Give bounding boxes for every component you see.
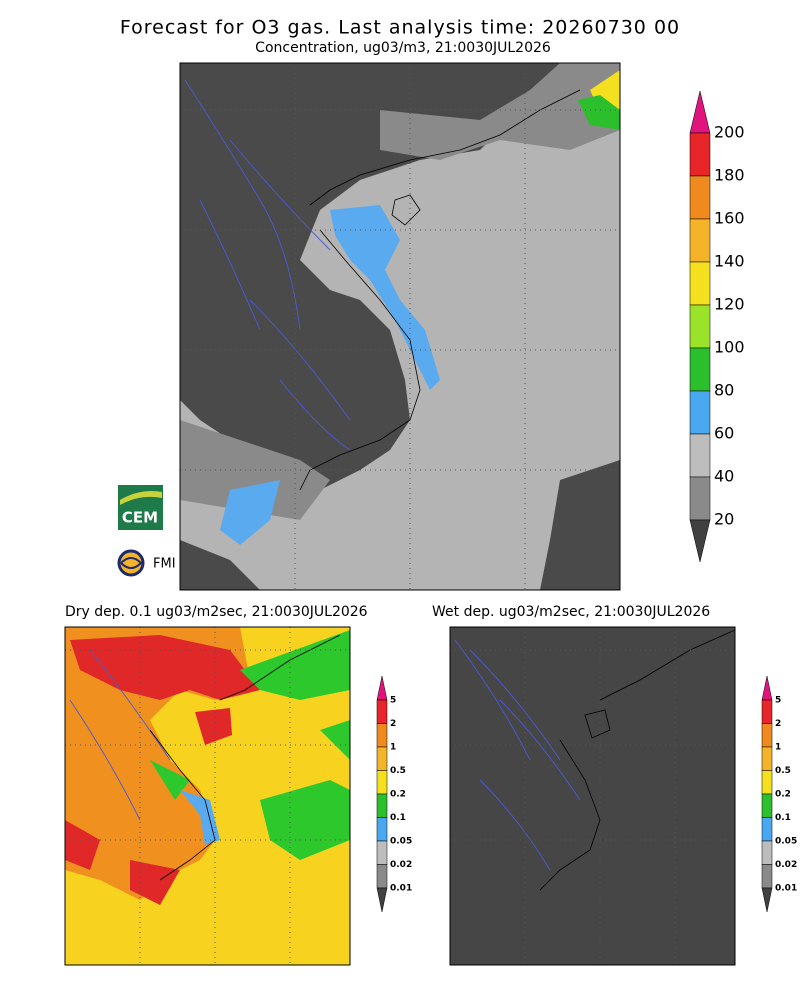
colorbar-segment — [689, 304, 711, 349]
colorbar-segment — [376, 817, 388, 842]
colorbar-label: 2 — [775, 719, 781, 729]
colorbar-label: 0.1 — [775, 813, 791, 823]
colorbar-label: 0.02 — [390, 860, 412, 870]
colorbar-segment — [761, 817, 773, 842]
colorbar-segment — [376, 840, 388, 865]
colorbar-segment — [761, 770, 773, 795]
fmi-text: FMI — [153, 557, 176, 572]
colorbar-label: 0.1 — [390, 813, 406, 823]
panel-title: Dry dep. 0.1 ug03/m2sec, 21:0030JUL2026 — [65, 604, 368, 620]
colorbar-label: 0.02 — [775, 860, 797, 870]
colorbar-label: 180 — [714, 166, 745, 185]
colorbar-label: 160 — [714, 209, 745, 228]
colorbar-label: 1 — [390, 743, 396, 753]
colorbar-label: 2 — [390, 719, 396, 729]
colorbar-segment — [689, 218, 711, 263]
colorbar-label: 20 — [714, 510, 734, 529]
colorbar-label: 80 — [714, 381, 734, 400]
colorbar-segment — [376, 770, 388, 795]
colorbar-label: 0.05 — [775, 837, 797, 847]
wet-map — [449, 626, 736, 966]
colorbar-segment — [376, 793, 388, 818]
panel-title: Wet dep. ug03/m2sec, 21:0030JUL2026 — [432, 604, 710, 620]
title: Forecast for O3 gas. Last analysis time:… — [120, 17, 680, 39]
fmi-logo: FMI — [117, 549, 176, 577]
small-colorbar: 5 2 1 0.5 0.2 0.1 0.05 0.02 0.01 — [761, 675, 797, 913]
colorbar-label: 5 — [775, 696, 781, 706]
subtitle: Concentration, ug03/m3, 21:0030JUL2026 — [255, 40, 551, 56]
colorbar-label: 5 — [390, 696, 396, 706]
colorbar-segment — [689, 390, 711, 435]
colorbar-segment — [761, 723, 773, 748]
colorbar-segment — [761, 699, 773, 724]
colorbar-label: 0.01 — [390, 884, 412, 894]
colorbar-segment — [376, 723, 388, 748]
colorbar-segment — [689, 132, 711, 177]
colorbar-label: 0.05 — [390, 837, 412, 847]
colorbar-label: 120 — [714, 295, 745, 314]
colorbar-segment — [689, 476, 711, 521]
colorbar-label: 0.01 — [775, 884, 797, 894]
colorbar-label: 140 — [714, 252, 745, 271]
colorbar-bottom — [761, 887, 773, 913]
colorbar-segment — [689, 433, 711, 478]
colorbar-label: 60 — [714, 424, 734, 443]
colorbar-label: 1 — [775, 743, 781, 753]
main-map — [179, 62, 621, 591]
colorbar-segment — [376, 864, 388, 889]
colorbar-label: 0.5 — [390, 766, 406, 776]
colorbar-segment — [376, 699, 388, 724]
colorbar-bottom — [376, 887, 388, 913]
colorbar-segment — [689, 261, 711, 306]
colorbar-bottom — [689, 519, 711, 563]
cem-text: CEM — [122, 509, 158, 527]
colorbar-segment — [761, 840, 773, 865]
colorbar-segment — [761, 864, 773, 889]
colorbar: 200 180 160 140 120 100 80 60 40 20 — [689, 90, 745, 563]
dry-map — [64, 626, 351, 966]
colorbar-label: 40 — [714, 467, 734, 486]
colorbar-label: 200 — [714, 123, 745, 142]
colorbar-segment — [761, 793, 773, 818]
colorbar-segment — [761, 746, 773, 771]
colorbar-label: 0.2 — [390, 790, 406, 800]
small-colorbar: 5 2 1 0.5 0.2 0.1 0.05 0.02 0.01 — [376, 675, 412, 913]
colorbar-label: 0.2 — [775, 790, 791, 800]
colorbar-label: 100 — [714, 338, 745, 357]
colorbar-segment — [689, 347, 711, 392]
colorbar-label: 0.5 — [775, 766, 791, 776]
colorbar-segment — [376, 746, 388, 771]
cem-logo: CEM — [118, 485, 163, 530]
colorbar-segment — [689, 175, 711, 220]
